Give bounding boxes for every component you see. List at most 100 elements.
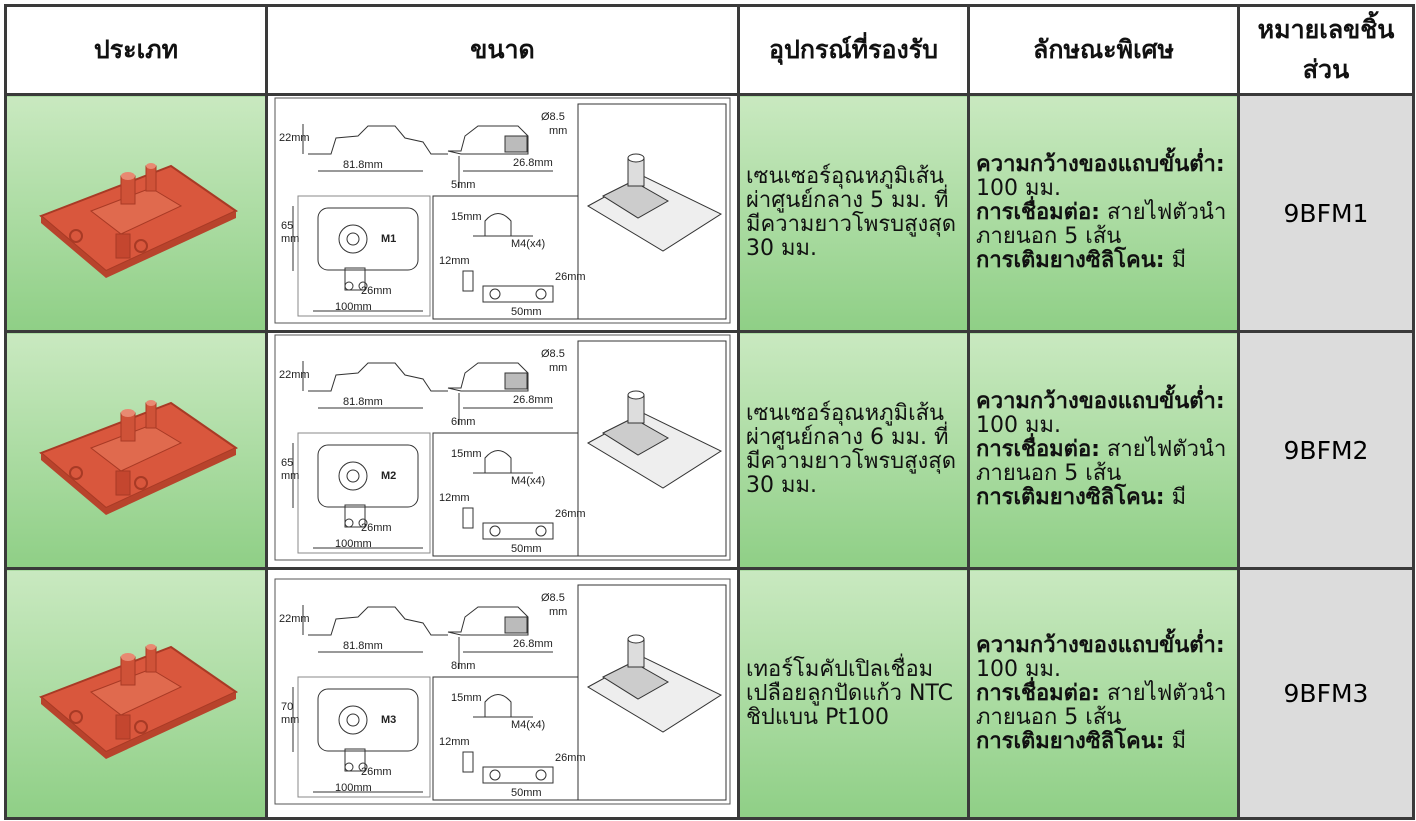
feature-item: การเติมยางซิลิโคน: มี [976, 486, 1231, 510]
drawing-line [601, 417, 669, 456]
drawing-line [297, 432, 430, 554]
product-image [39, 643, 239, 759]
drawing-line [307, 606, 448, 635]
drawing-line [482, 285, 553, 303]
drawing-line [346, 713, 359, 726]
feature-label: การเติมยางซิลิโคน: [976, 248, 1165, 273]
dimension-label: 26.8mm [513, 394, 553, 406]
drawing-line [489, 769, 500, 780]
product-shape [69, 229, 83, 243]
dimension-label: Ø8.5 [541, 111, 565, 123]
dimension-label: Ø8.5 [541, 592, 565, 604]
product-shape [115, 714, 131, 739]
dimension-label: 26mm [361, 766, 392, 778]
drawing-line [447, 125, 528, 155]
size-cell: 22mm 81.8mm Ø8.5 mm 26.8mm 5mm 65 mm M1 26mm 100mm… [265, 93, 740, 333]
dimension-label: M3 [381, 714, 396, 726]
type-cell [4, 93, 268, 333]
drawing-line [586, 412, 722, 489]
drawing-line [489, 525, 500, 537]
column-header: ประเภท [4, 4, 268, 96]
drawing-line [447, 362, 528, 392]
drawing-line [447, 606, 528, 635]
drawing-line [484, 213, 511, 236]
drawing-line [317, 688, 418, 751]
product-shape [120, 656, 136, 685]
drawing-line [307, 362, 448, 392]
drawing-line [358, 518, 367, 528]
dimension-label: 81.8mm [343, 396, 383, 408]
devices-text: เซนเซอร์อุณหภูมิเส้นผ่าศูนย์กลาง 6 มม. ท… [746, 401, 957, 498]
feature-item: การเติมยางซิลิโคน: มี [976, 728, 1231, 754]
product-table: ประเภท ขนาด อุปกรณ์ที่รองรับ ลักษณะพิเศษ หมา… [4, 4, 1415, 820]
feature-label: การเชื่อมต่อ: [976, 200, 1100, 225]
table-body: 22mm 81.8mm Ø8.5 mm 26.8mm 5mm 65 mm M1 26mm 100mm… [4, 93, 1415, 820]
drawing-line [344, 762, 353, 771]
features-cell: ความกว้างของแถบขั้นต่ำ: 100 มม. การเชื่อม… [967, 567, 1240, 820]
header-row: ประเภท ขนาด อุปกรณ์ที่รองรับ ลักษณะพิเศษ หมา… [4, 4, 1415, 96]
drawing-line [482, 522, 553, 540]
feature-value: 100 มม. [976, 176, 1061, 201]
column-header: ลักษณะพิเศษ [967, 4, 1240, 96]
drawing-line [627, 390, 644, 400]
devices-cell: เทอร์โมคัปเปิลเชื่อมเปลือยลูกปัดแก้ว NTC… [737, 567, 970, 820]
drawing-line [317, 207, 418, 271]
dimension-label: 26mm [555, 752, 586, 764]
dimension-label: 5mm [451, 179, 475, 191]
feature-label: การเติมยางซิลิโคน: [976, 728, 1165, 754]
part-number: 9BFM2 [1237, 330, 1415, 570]
dimension-label: M4(x4) [511, 475, 545, 487]
feature-item: ความกว้างของแถบขั้นต่ำ: 100 มม. [976, 153, 1231, 201]
dimension-label: 8mm [451, 660, 475, 672]
feature-item: การเชื่อมต่อ: สายไฟตัวนำภายนอก 5 เส้น [976, 681, 1231, 730]
feature-value: สายไฟตัวนำภายนอก 5 เส้น [976, 200, 1227, 249]
feature-item: การเชื่อมต่อ: สายไฟตัวนำภายนอก 5 เส้น [976, 201, 1231, 249]
feature-item: ความกว้างของแถบขั้นต่ำ: 100 มม. [976, 632, 1231, 682]
drawing-line [344, 504, 365, 528]
drawing-line [344, 267, 365, 291]
dimension-label: 81.8mm [343, 159, 383, 171]
dimension-label: 70 [281, 701, 293, 713]
column-header: อุปกรณ์ที่รองรับ [737, 4, 970, 96]
drawing-line [462, 751, 473, 772]
dimension-label: 15mm [451, 692, 482, 704]
drawing-line [346, 469, 359, 483]
drawing-line [489, 288, 500, 300]
part-number: 9BFM3 [1237, 567, 1415, 820]
product-shape [134, 239, 148, 253]
drawing-line [317, 444, 418, 508]
product-shape [146, 400, 156, 406]
feature-label: ความกว้างของแถบขั้นต่ำ: [976, 632, 1225, 658]
feature-value: สายไฟตัวนำภายนอก 5 เส้น [976, 437, 1227, 486]
type-cell [4, 330, 268, 570]
drawing-line [535, 288, 546, 300]
drawing-line [274, 578, 730, 804]
dimension-label: M1 [381, 233, 396, 245]
part-number: 9BFM1 [1237, 93, 1415, 333]
drawing-line [432, 195, 578, 320]
dimension-label: 26.8mm [513, 638, 553, 650]
drawing-line [504, 135, 527, 153]
drawing-line [307, 125, 448, 155]
dimension-label: 12mm [439, 255, 470, 267]
drawing-line [274, 97, 730, 324]
drawing-line [601, 180, 669, 219]
drawing-line [344, 281, 353, 291]
drawing-line [504, 616, 527, 633]
product-shape [120, 412, 136, 442]
dimension-label: mm [549, 362, 567, 374]
drawing-line [338, 705, 367, 734]
devices-cell: เซนเซอร์อุณหภูมิเส้นผ่าศูนย์กลาง 5 มม. ท… [737, 93, 970, 333]
devices-cell: เซนเซอร์อุณหภูมิเส้นผ่าศูนย์กลาง 6 มม. ท… [737, 330, 970, 570]
product-shape [41, 211, 236, 278]
type-cell [4, 567, 268, 820]
drawing-line [346, 232, 359, 246]
dimension-label: M2 [381, 470, 396, 482]
features-cell: ความกว้างของแถบขั้นต่ำ: 100 มม. การเชื่อม… [967, 330, 1240, 570]
drawing-line [627, 634, 644, 643]
devices-text: เซนเซอร์อุณหภูมิเส้นผ่าศูนย์กลาง 5 มม. ท… [746, 164, 957, 261]
product-shape [121, 652, 135, 661]
dimension-label: 22mm [279, 613, 310, 625]
feature-value: 100 มม. [976, 413, 1061, 438]
